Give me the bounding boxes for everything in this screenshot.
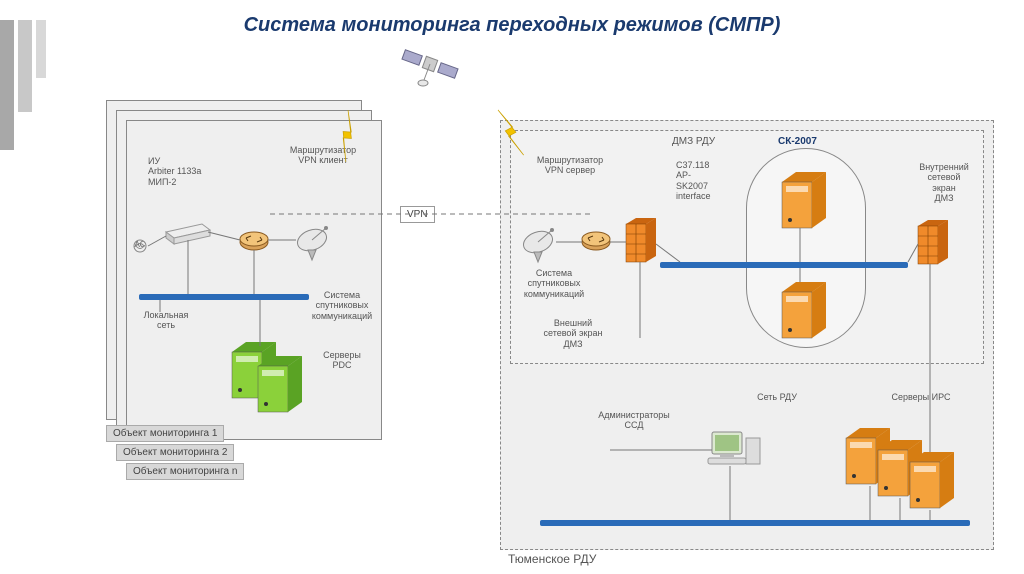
label-int-fw: Внутренний сетевой экран ДМЗ [908,162,980,203]
label-iu: ИУ Arbiter 1133a МИП-2 [148,156,228,187]
label-net-rdu: Сеть РДУ [742,392,812,402]
slide-sidebar-decoration [0,20,50,170]
label-servers-irs: Серверы ИРС [876,392,966,402]
label-satcom-left: Система спутниковых коммуникаций [302,290,382,321]
label-localnet: Локальная сеть [138,310,194,331]
busbar-left [139,294,309,300]
sk2007-oval [746,148,866,348]
label-servers-pdc: Серверы PDC [312,350,372,371]
busbar-dmz [660,262,908,268]
label-ext-fw: Внешний сетевой экран ДМЗ [532,318,614,349]
label-rdu-outer: Тюменское РДУ [508,552,596,566]
tag-object-2: Объект мониторинга 2 [116,444,234,461]
tag-object-1: Объект мониторинга 1 [106,425,224,442]
label-satcom-right: Система спутниковых коммуникаций [516,268,592,299]
label-sk2007: СК-2007 [778,136,817,147]
label-admins: Администраторы ССД [586,410,682,431]
label-iface: C37.118 AP- SK2007 interface [676,160,734,201]
label-router-left: Маршрутизатор VPN клиент [280,145,366,166]
label-dmz: ДМЗ РДУ [672,136,715,147]
tag-object-n: Объект мониторинга n [126,463,244,480]
label-router-right: Маршрутизатор VPN сервер [530,155,610,176]
page-title: Система мониторинга переходных режимов (… [0,14,1024,37]
label-ac: AC [130,240,150,249]
vpn-label: VPN [400,206,435,223]
busbar-rdu-bottom [540,520,970,526]
satellite-icon [402,50,458,86]
